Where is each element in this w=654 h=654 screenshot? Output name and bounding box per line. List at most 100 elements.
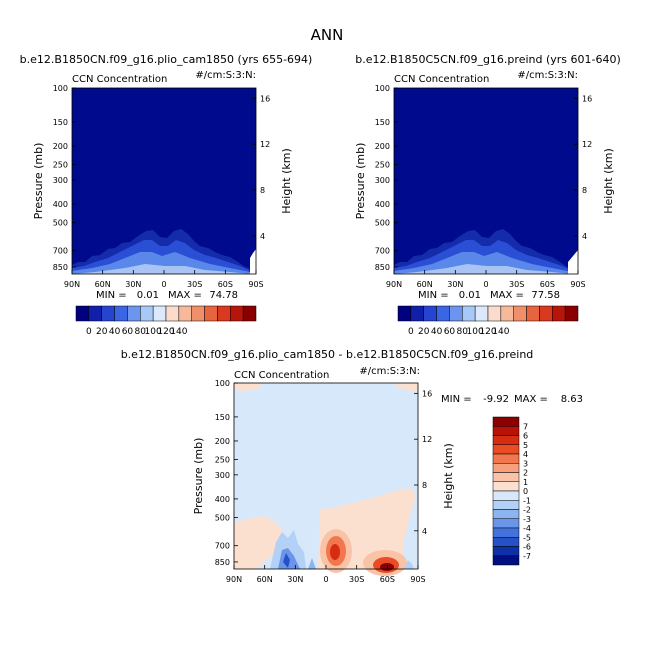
height-tick-label: 8 — [260, 186, 265, 195]
height-tick-label: 12 — [582, 140, 592, 149]
y-tick-label: 500 — [215, 514, 230, 523]
y-tick-label: 300 — [375, 176, 390, 185]
height-tick-label: 12 — [260, 140, 270, 149]
colorbar-swatch — [230, 305, 244, 322]
y-tick-label: 250 — [53, 161, 68, 170]
colorbar-swatch — [114, 305, 128, 322]
x-tick-label: 30S — [509, 280, 524, 289]
contour-level-3 — [394, 252, 572, 274]
y-tick-label: 700 — [375, 247, 390, 256]
colorbar-label: -6 — [523, 543, 531, 552]
colorbar-label: -1 — [523, 496, 531, 505]
colorbar-swatch — [88, 305, 102, 322]
max-label: MAX = — [490, 290, 524, 301]
colorbar-swatch — [449, 305, 463, 322]
colorbar-swatch — [492, 435, 520, 445]
colorbar-swatch — [492, 500, 520, 510]
missing-data-region — [568, 250, 578, 274]
colorbar-swatch — [474, 305, 489, 322]
colorbar-label: 2 — [523, 469, 528, 478]
x-tick-label: 60N — [95, 280, 111, 289]
panel-difference: b.e12.B1850CN.f09_g16.plio_cam1850 - b.e… — [121, 348, 583, 584]
y-tick-label: 100 — [215, 379, 230, 388]
units-label: #/cm:S:3:N: — [359, 366, 420, 377]
x-tick-label: 60S — [380, 575, 395, 584]
colorbar-label: -5 — [523, 533, 531, 542]
y-tick-label: 850 — [375, 263, 390, 272]
colorbar-swatch — [152, 305, 167, 322]
colorbar-swatch — [75, 305, 90, 322]
y-axis-right-label: Height (km) — [602, 148, 615, 214]
contour-negative-1 — [404, 560, 414, 569]
x-tick-label: 90S — [410, 575, 425, 584]
x-tick-label: 0 — [161, 280, 166, 289]
colorbar-swatch — [492, 555, 520, 566]
y-tick-label: 200 — [375, 142, 390, 151]
y-tick-label: 700 — [53, 247, 68, 256]
y-tick-label: 700 — [215, 542, 230, 551]
y-tick-label: 200 — [53, 142, 68, 151]
colorbar-swatch — [410, 305, 424, 322]
colorbar-swatch — [423, 305, 437, 322]
x-tick-label: 90S — [248, 280, 263, 289]
contour-negative-2 — [308, 558, 316, 569]
missing-data-region — [250, 249, 256, 274]
panel-title: b.e12.B1850CN.f09_g16.plio_cam1850 (yrs … — [20, 53, 313, 66]
panel-right: b.e12.B1850C5CN.f09_g16.preind (yrs 601-… — [354, 53, 621, 337]
colorbar-swatch — [242, 305, 257, 322]
colorbar-label: 7 — [523, 422, 528, 431]
colorbar-label: -7 — [523, 552, 531, 561]
colorbar-swatch — [217, 305, 231, 322]
x-tick-label: 60S — [218, 280, 233, 289]
contour-level-4 — [394, 264, 572, 274]
colorbar-swatch — [101, 305, 115, 322]
max-label: MAX = — [168, 290, 202, 301]
y-tick-label: 100 — [53, 84, 68, 93]
height-tick-label: 4 — [260, 232, 265, 241]
contour-negative-5 — [283, 553, 290, 568]
x-tick-label: 60N — [417, 280, 433, 289]
colorbar-label: 80 — [457, 327, 469, 337]
figure-title: ANN — [311, 26, 344, 44]
colorbar-label: 120 — [157, 327, 174, 337]
colorbar-label: 4 — [523, 450, 528, 459]
colorbar-swatch — [204, 305, 218, 322]
max-value: 8.63 — [561, 394, 583, 405]
colorbar-swatch — [526, 305, 540, 322]
colorbar-label: 140 — [492, 327, 509, 337]
contour-positive-top-right — [392, 383, 418, 392]
x-tick-label: 90S — [570, 280, 585, 289]
min-label: MIN = — [96, 290, 127, 301]
contour-positive-6 — [330, 544, 340, 560]
colorbar-swatch — [487, 305, 502, 322]
x-tick-label: 30N — [287, 575, 303, 584]
colorbar-label: -3 — [523, 515, 531, 524]
colorbar-swatch — [492, 546, 520, 556]
colorbar-label: 1 — [523, 478, 528, 487]
x-tick-label: 30N — [447, 280, 463, 289]
colorbar-swatch — [191, 305, 205, 322]
y-tick-label: 850 — [215, 558, 230, 567]
panel-title: b.e12.B1850C5CN.f09_g16.preind (yrs 601-… — [355, 53, 621, 66]
y-tick-label: 400 — [53, 200, 68, 209]
max-value: 74.78 — [209, 290, 238, 301]
colorbar-swatch — [492, 472, 520, 482]
colorbar-label: 5 — [523, 441, 528, 450]
colorbar-swatch — [564, 305, 579, 322]
y-tick-label: 250 — [375, 161, 390, 170]
colorbar-swatch — [178, 305, 192, 322]
y-tick-label: 500 — [375, 219, 390, 228]
colorbar-swatch — [552, 305, 566, 322]
variable-label: CCN Concentration — [394, 74, 489, 85]
colorbar-label: -2 — [523, 506, 531, 515]
y-tick-label: 150 — [53, 118, 68, 127]
colorbar-label: 100 — [467, 327, 484, 337]
colorbar-swatch — [539, 305, 553, 322]
contour-positive-lower-left — [234, 516, 286, 569]
panel-title: b.e12.B1850CN.f09_g16.plio_cam1850 - b.e… — [121, 348, 534, 361]
contour-level-3 — [72, 252, 250, 274]
y-axis-label: Pressure (mb) — [32, 143, 45, 220]
